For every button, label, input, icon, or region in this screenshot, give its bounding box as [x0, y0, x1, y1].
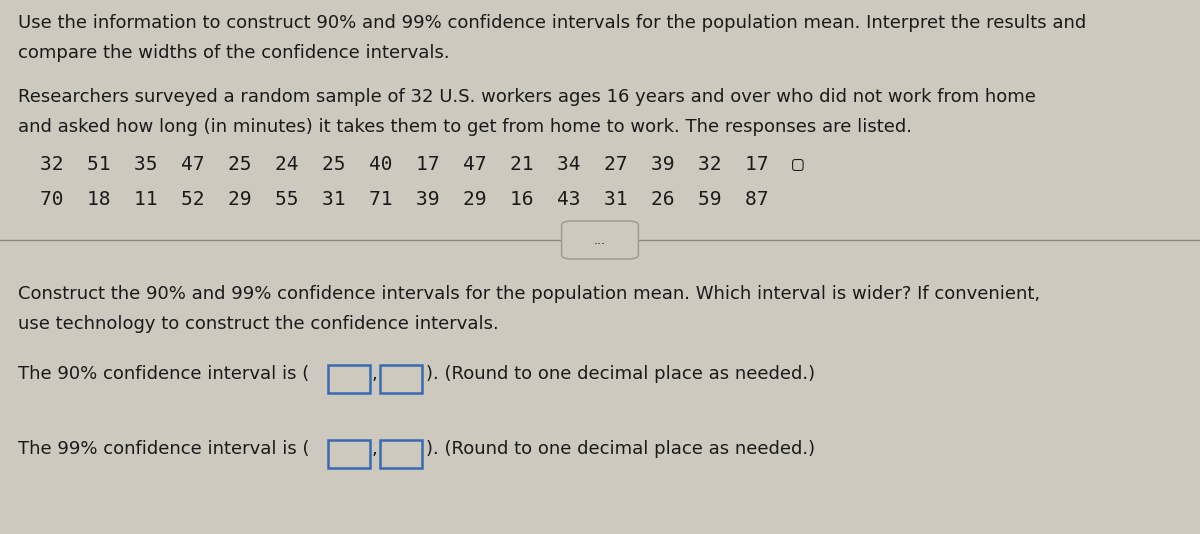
Text: Construct the 90% and 99% confidence intervals for the population mean. Which in: Construct the 90% and 99% confidence int… [18, 285, 1040, 303]
FancyBboxPatch shape [380, 440, 422, 468]
Text: ...: ... [594, 233, 606, 247]
Text: compare the widths of the confidence intervals.: compare the widths of the confidence int… [18, 44, 450, 62]
Text: 32  51  35  47  25  24  25  40  17  47  21  34  27  39  32  17  ▢: 32 51 35 47 25 24 25 40 17 47 21 34 27 3… [40, 155, 804, 174]
Text: ). (Round to one decimal place as needed.): ). (Round to one decimal place as needed… [426, 365, 815, 383]
Text: and asked how long (in minutes) it takes them to get from home to work. The resp: and asked how long (in minutes) it takes… [18, 118, 912, 136]
Text: ,: , [372, 440, 378, 458]
Text: use technology to construct the confidence intervals.: use technology to construct the confiden… [18, 315, 499, 333]
Text: Use the information to construct 90% and 99% confidence intervals for the popula: Use the information to construct 90% and… [18, 14, 1086, 32]
Text: 70  18  11  52  29  55  31  71  39  29  16  43  31  26  59  87: 70 18 11 52 29 55 31 71 39 29 16 43 31 2… [40, 190, 768, 209]
FancyBboxPatch shape [328, 440, 370, 468]
Text: ). (Round to one decimal place as needed.): ). (Round to one decimal place as needed… [426, 440, 815, 458]
Text: The 99% confidence interval is (: The 99% confidence interval is ( [18, 440, 310, 458]
Text: Researchers surveyed a random sample of 32 U.S. workers ages 16 years and over w: Researchers surveyed a random sample of … [18, 88, 1036, 106]
FancyBboxPatch shape [328, 365, 370, 393]
Text: The 90% confidence interval is (: The 90% confidence interval is ( [18, 365, 310, 383]
FancyBboxPatch shape [380, 365, 422, 393]
Text: ,: , [372, 365, 378, 383]
FancyBboxPatch shape [562, 221, 638, 259]
